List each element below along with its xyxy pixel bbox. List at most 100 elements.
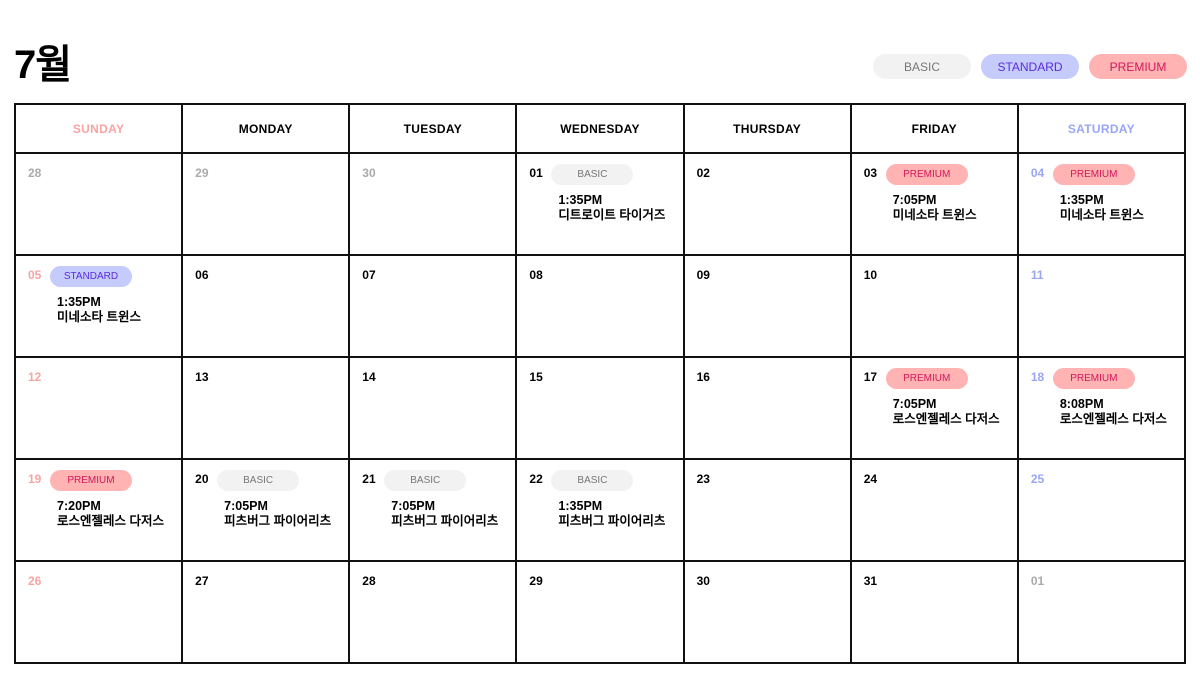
weekday-header-row: SUNDAY MONDAY TUESDAY WEDNESDAY THURSDAY FRID… [13,103,1187,154]
day-number: 10 [863,268,878,282]
day-cell[interactable]: 22 BASIC 1:35PM 피츠버그 파이어리츠 [515,458,685,562]
week-row: 28 29 30 01 BASIC 1:35PM 디트로이트 타이거즈 02 03 PREMIUM… [13,152,1187,256]
day-number: 23 [696,472,710,486]
weekday-thursday: THURSDAY [682,103,852,154]
day-number: 24 [863,472,878,486]
day-cell[interactable]: 17 PREMIUM 7:05PM 로스엔젤레스 다저스 [849,356,1019,460]
day-cell[interactable]: 25 [1016,458,1187,562]
day-cell[interactable]: 09 [682,254,852,358]
day-cell[interactable]: 28 [13,152,184,256]
opponent-team: 피츠버그 파이어리츠 [391,514,499,528]
tier-badge: BASIC [551,470,634,491]
day-cell[interactable]: 29 [181,152,351,256]
day-cell[interactable]: 06 [181,254,351,358]
day-number: 18 [1030,370,1045,384]
game-event[interactable]: 7:05PM 피츠버그 파이어리츠 [224,499,331,529]
tier-badge: STANDARD [50,266,132,287]
tier-legend: BASIC STANDARD PREMIUM [873,54,1187,79]
opponent-team: 로스엔젤레스 다저스 [892,412,1000,426]
day-cell[interactable]: 30 [348,152,518,256]
game-event[interactable]: 1:35PM 미네소타 트윈스 [57,295,141,325]
game-event[interactable]: 1:35PM 미네소타 트윈스 [1060,193,1144,223]
weekday-wednesday: WEDNESDAY [515,103,685,154]
opponent-team: 로스엔젤레스 다저스 [57,514,164,528]
day-cell[interactable]: 13 [181,356,351,460]
day-cell[interactable]: 07 [348,254,518,358]
day-cell[interactable]: 23 [682,458,852,562]
day-number: 12 [28,370,42,384]
day-cell[interactable]: 10 [849,254,1019,358]
day-cell[interactable]: 16 [682,356,852,460]
day-number: 01 [1030,574,1045,588]
day-cell[interactable]: 27 [181,560,351,664]
day-number: 21 [362,472,376,486]
page-title: 7월 [14,43,72,87]
day-cell[interactable]: 30 [682,560,852,664]
game-time: 1:35PM [57,295,101,309]
day-cell[interactable]: 05 STANDARD 1:35PM 미네소타 트윈스 [13,254,184,358]
day-number: 11 [1030,268,1044,282]
day-cell[interactable]: 26 [13,560,184,664]
week-row: 19 PREMIUM 7:20PM 로스엔젤레스 다저스 20 BASIC 7:05PM 피츠… [13,458,1187,562]
day-cell[interactable]: 24 [849,458,1019,562]
day-number: 31 [863,574,878,588]
day-cell[interactable]: 03 PREMIUM 7:05PM 미네소타 트윈스 [849,152,1019,256]
game-event[interactable]: 7:05PM 미네소타 트윈스 [893,193,977,223]
day-number: 14 [362,370,376,384]
day-number: 04 [1030,166,1045,180]
opponent-team: 디트로이트 타이거즈 [558,208,666,222]
day-number: 09 [696,268,710,282]
day-cell[interactable]: 29 [515,560,685,664]
day-number: 08 [529,268,543,282]
weekday-saturday: SATURDAY [1016,103,1187,154]
legend-premium[interactable]: PREMIUM [1089,54,1187,79]
day-cell[interactable]: 19 PREMIUM 7:20PM 로스엔젤레스 다저스 [13,458,184,562]
day-cell[interactable]: 01 BASIC 1:35PM 디트로이트 타이거즈 [515,152,685,256]
day-cell[interactable]: 15 [515,356,685,460]
day-number: 01 [529,166,543,180]
day-cell[interactable]: 28 [348,560,518,664]
game-time: 7:05PM [391,499,436,513]
weekday-monday: MONDAY [181,103,351,154]
game-event[interactable]: 7:05PM 피츠버그 파이어리츠 [391,499,498,529]
day-number: 22 [529,472,543,486]
day-cell[interactable]: 14 [348,356,518,460]
opponent-team: 미네소타 트윈스 [57,310,141,324]
week-row: 12 13 14 15 16 17 PREMIUM 7:05PM 로스엔젤레스 다저스 18 PRE… [13,356,1187,460]
week-row: 05 STANDARD 1:35PM 미네소타 트윈스 06 07 08 09 10 11 [13,254,1187,358]
day-number: 02 [696,166,710,180]
tier-badge: PREMIUM [885,368,968,389]
day-number: 28 [362,574,376,588]
day-number: 13 [195,370,209,384]
day-cell[interactable]: 02 [682,152,852,256]
game-time: 1:35PM [558,499,603,513]
day-number: 29 [529,574,543,588]
game-event[interactable]: 7:05PM 로스엔젤레스 다저스 [893,397,1000,427]
day-cell[interactable]: 21 BASIC 7:05PM 피츠버그 파이어리츠 [348,458,518,562]
day-cell[interactable]: 04 PREMIUM 1:35PM 미네소타 트윈스 [1016,152,1187,256]
tier-badge: PREMIUM [50,470,132,491]
game-time: 7:05PM [224,499,268,513]
legend-standard[interactable]: STANDARD [981,54,1079,79]
day-number: 15 [529,370,543,384]
game-event[interactable]: 8:08PM 로스엔젤레스 다저스 [1060,397,1167,427]
opponent-team: 미네소타 트윈스 [892,208,977,222]
opponent-team: 로스엔젤레스 다저스 [1059,412,1167,426]
day-cell[interactable]: 01 [1016,560,1187,664]
game-event[interactable]: 1:35PM 디트로이트 타이거즈 [558,193,665,223]
day-cell[interactable]: 11 [1016,254,1187,358]
day-number: 03 [863,166,878,180]
game-event[interactable]: 7:20PM 로스엔젤레스 다저스 [57,499,164,529]
day-cell[interactable]: 31 [849,560,1019,664]
day-cell[interactable]: 12 [13,356,184,460]
tier-badge: BASIC [551,164,634,185]
day-cell[interactable]: 20 BASIC 7:05PM 피츠버그 파이어리츠 [181,458,351,562]
day-number: 25 [1030,472,1045,486]
day-cell[interactable]: 08 [515,254,685,358]
legend-basic[interactable]: BASIC [873,54,971,79]
game-event[interactable]: 1:35PM 피츠버그 파이어리츠 [558,499,665,529]
day-number: 16 [696,370,710,384]
calendar-grid: SUNDAY MONDAY TUESDAY WEDNESDAY THURSDAY FRID… [13,103,1187,664]
day-cell[interactable]: 18 PREMIUM 8:08PM 로스엔젤레스 다저스 [1016,356,1187,460]
game-time: 1:35PM [1059,193,1104,207]
